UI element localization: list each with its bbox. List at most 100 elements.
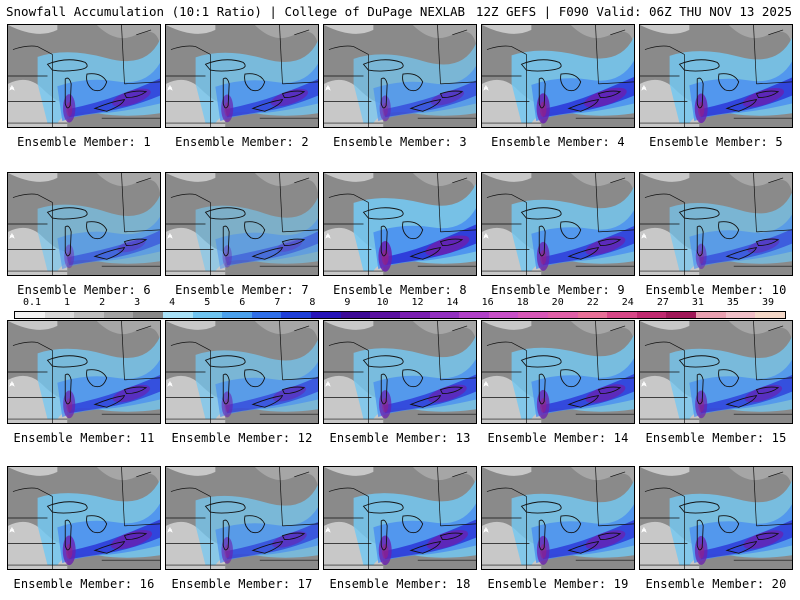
ensemble-member-map [323, 466, 477, 570]
ensemble-member-map [639, 172, 793, 276]
colorbar-swatch [163, 312, 193, 318]
ensemble-member-map [7, 466, 161, 570]
snowfall-map [640, 25, 792, 127]
ensemble-member-label: Ensemble Member: 19 [487, 577, 629, 591]
ensemble-member-map [323, 320, 477, 424]
colorbar-tick-label: 6 [239, 297, 246, 308]
ensemble-member-map [639, 320, 793, 424]
ensemble-member-label: Ensemble Member: 6 [17, 283, 151, 297]
ensemble-member-map [323, 172, 477, 276]
colorbar-tick-label: 7 [274, 297, 281, 308]
colorbar-tick-label: 4 [169, 297, 176, 308]
colorbar-swatch [755, 312, 785, 318]
snowfall-map [640, 467, 792, 569]
colorbar-swatch [429, 312, 460, 318]
colorbar-tick-label: 2 [99, 297, 106, 308]
colorbar-swatch [399, 312, 430, 318]
colorbar-swatch [518, 312, 548, 318]
ensemble-member-label: Ensemble Member: 14 [487, 431, 629, 445]
colorbar-swatch [488, 312, 519, 318]
ensemble-member-label: Ensemble Member: 2 [175, 135, 309, 149]
snowfall-map [482, 321, 634, 423]
snowfall-map [8, 173, 160, 275]
snowfall-colorbar [14, 311, 786, 319]
snowfall-map [324, 321, 476, 423]
colorbar-tick-label: 14 [446, 297, 459, 308]
ensemble-member-map [639, 466, 793, 570]
colorbar-swatch [133, 312, 164, 318]
ensemble-member-label: Ensemble Member: 7 [175, 283, 309, 297]
colorbar-tick-label: 39 [761, 297, 775, 308]
snowfall-map [8, 467, 160, 569]
colorbar-swatch [15, 312, 45, 318]
colorbar-tick-label: 24 [621, 297, 634, 308]
colorbar-tick-label: 0.1 [22, 297, 42, 308]
snowfall-map [482, 173, 634, 275]
colorbar-swatch [725, 312, 756, 318]
colorbar-tick-label: 20 [551, 297, 564, 308]
run-valid-time: 12Z GEFS | F090 Valid: 06Z THU NOV 13 20… [475, 4, 792, 19]
colorbar-swatch [340, 312, 371, 318]
colorbar-swatch [696, 312, 726, 318]
colorbar-swatch [577, 312, 608, 318]
colorbar-swatch [459, 312, 489, 318]
ensemble-member-label: Ensemble Member: 3 [333, 135, 467, 149]
snowfall-map [640, 173, 792, 275]
ensemble-member-label: Ensemble Member: 17 [171, 577, 313, 591]
colorbar-tick-label: 1 [64, 297, 71, 308]
ensemble-member-map [7, 172, 161, 276]
ensemble-member-map [7, 24, 161, 128]
colorbar-swatch [222, 312, 252, 318]
ensemble-member-map [481, 172, 635, 276]
ensemble-member-label: Ensemble Member: 12 [171, 431, 313, 445]
ensemble-member-map [165, 24, 319, 128]
colorbar-tick-label: 8 [309, 297, 316, 308]
snowfall-map [166, 467, 318, 569]
ensemble-member-label: Ensemble Member: 20 [645, 577, 787, 591]
ensemble-member-map [481, 320, 635, 424]
ensemble-member-label: Ensemble Member: 4 [491, 135, 625, 149]
colorbar-tick-label: 9 [344, 297, 351, 308]
map-title: Snowfall Accumulation (10:1 Ratio) | Col… [6, 4, 466, 19]
snowfall-map [166, 321, 318, 423]
ensemble-member-label: Ensemble Member: 18 [329, 577, 471, 591]
colorbar-swatch [607, 312, 637, 318]
ensemble-member-label: Ensemble Member: 13 [329, 431, 471, 445]
colorbar-tick-label: 10 [376, 297, 389, 308]
colorbar-tick-label: 31 [691, 297, 704, 308]
colorbar-tick-label: 27 [656, 297, 669, 308]
ensemble-member-label: Ensemble Member: 5 [649, 135, 783, 149]
ensemble-member-map [7, 320, 161, 424]
colorbar-labels: 0.1 1 2 3 4 5 6 7 8 9 10 12 14 16 18 20 22 24 27 31 35 39 [14, 297, 786, 310]
colorbar-tick-label: 12 [411, 297, 424, 308]
colorbar-swatch [636, 312, 667, 318]
snowfall-map [8, 25, 160, 127]
colorbar-swatch [281, 312, 312, 318]
ensemble-member-map [165, 466, 319, 570]
snowfall-map [324, 25, 476, 127]
snowfall-map [166, 173, 318, 275]
ensemble-member-map [165, 320, 319, 424]
snowfall-map [166, 25, 318, 127]
colorbar-swatch [251, 312, 282, 318]
ensemble-member-label: Ensemble Member: 10 [645, 283, 787, 297]
ensemble-member-map [323, 24, 477, 128]
colorbar-tick-label: 18 [516, 297, 529, 308]
colorbar-swatch [192, 312, 223, 318]
ensemble-member-label: Ensemble Member: 1 [17, 135, 151, 149]
colorbar-tick-label: 3 [134, 297, 141, 308]
ensemble-member-label: Ensemble Member: 15 [645, 431, 787, 445]
colorbar-swatch [370, 312, 400, 318]
colorbar-swatch [103, 312, 134, 318]
snowfall-map [482, 467, 634, 569]
snowfall-map [482, 25, 634, 127]
snowfall-map [640, 321, 792, 423]
ensemble-member-label: Ensemble Member: 8 [333, 283, 467, 297]
ensemble-member-label: Ensemble Member: 11 [13, 431, 155, 445]
ensemble-member-label: Ensemble Member: 16 [13, 577, 155, 591]
colorbar-swatch [666, 312, 697, 318]
ensemble-member-map [165, 172, 319, 276]
snowfall-map [324, 467, 476, 569]
colorbar-tick-label: 35 [726, 297, 739, 308]
snowfall-map [8, 321, 160, 423]
